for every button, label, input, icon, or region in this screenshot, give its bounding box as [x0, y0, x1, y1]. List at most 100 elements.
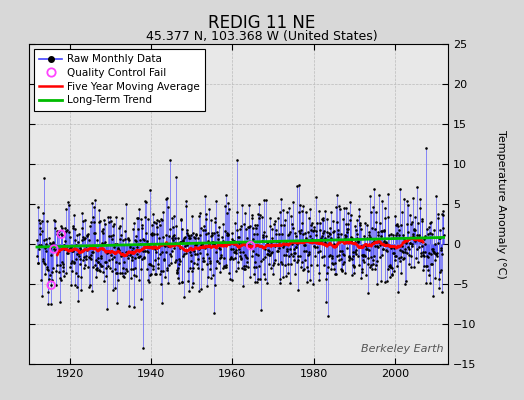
Point [165, 262, 173, 268]
Point [378, 198, 386, 204]
Point [356, 220, 364, 226]
Point [33, 237, 41, 244]
Point [199, 258, 208, 265]
Point [126, 274, 135, 281]
Point [367, 209, 375, 216]
Point [192, 231, 200, 238]
Point [420, 240, 429, 247]
Point [359, 256, 367, 263]
Point [225, 255, 234, 262]
Point [115, 225, 123, 231]
Point [172, 173, 180, 180]
Point [83, 247, 91, 254]
Point [342, 221, 350, 228]
Point [180, 251, 188, 257]
Point [76, 256, 84, 262]
Point [141, 214, 149, 220]
Point [219, 238, 227, 244]
Point [147, 271, 156, 278]
Point [298, 208, 306, 214]
Point [187, 252, 195, 259]
Point [230, 240, 238, 247]
Point [322, 216, 331, 223]
Point [404, 244, 412, 250]
Point [68, 268, 76, 274]
Point [83, 232, 92, 239]
Point [191, 242, 199, 248]
Point [237, 223, 246, 229]
Point [306, 233, 314, 239]
Point [384, 191, 392, 197]
Point [394, 230, 402, 236]
Point [148, 230, 157, 236]
Point [356, 222, 364, 228]
Point [202, 210, 210, 217]
Point [335, 257, 343, 263]
Point [266, 250, 275, 256]
Point [323, 270, 332, 276]
Point [234, 234, 243, 240]
Point [212, 265, 221, 271]
Point [408, 242, 416, 249]
Legend: Raw Monthly Data, Quality Control Fail, Five Year Moving Average, Long-Term Tren: Raw Monthly Data, Quality Control Fail, … [34, 49, 205, 110]
Point [162, 249, 170, 256]
Point [124, 237, 133, 243]
Point [259, 231, 267, 238]
Point [45, 276, 53, 282]
Point [85, 237, 93, 244]
Point [428, 231, 436, 238]
Point [299, 267, 308, 274]
Point [408, 218, 417, 225]
Point [33, 252, 41, 259]
Point [316, 248, 324, 255]
Point [420, 252, 428, 259]
Point [387, 230, 395, 237]
Point [147, 231, 156, 238]
Point [60, 242, 68, 248]
Point [49, 217, 58, 224]
Point [77, 247, 85, 254]
Point [144, 248, 152, 255]
Point [45, 245, 53, 251]
Point [174, 234, 182, 241]
Point [358, 266, 366, 272]
Point [370, 238, 379, 244]
Point [411, 213, 419, 220]
Point [253, 278, 261, 285]
Point [42, 218, 51, 224]
Point [135, 254, 144, 260]
Point [138, 256, 146, 262]
Point [257, 258, 265, 264]
Point [368, 256, 377, 263]
Point [127, 257, 136, 263]
Point [244, 224, 253, 230]
Point [245, 242, 254, 249]
Point [377, 277, 385, 284]
Point [124, 236, 133, 242]
Point [219, 264, 227, 271]
Point [176, 239, 184, 246]
Point [255, 214, 264, 221]
Point [372, 209, 380, 216]
Point [71, 282, 80, 288]
Point [345, 254, 353, 260]
Point [134, 226, 143, 232]
Point [440, 232, 448, 239]
Point [177, 238, 185, 245]
Point [127, 250, 135, 256]
Point [214, 232, 222, 238]
Point [436, 245, 445, 251]
Point [319, 214, 327, 221]
Point [374, 229, 383, 235]
Point [40, 175, 49, 181]
Point [154, 265, 162, 271]
Point [70, 237, 79, 243]
Point [196, 225, 205, 231]
Point [257, 243, 265, 250]
Point [191, 234, 200, 241]
Point [214, 236, 222, 242]
Point [231, 249, 239, 256]
Point [354, 238, 362, 245]
Point [110, 244, 118, 250]
Point [424, 254, 432, 260]
